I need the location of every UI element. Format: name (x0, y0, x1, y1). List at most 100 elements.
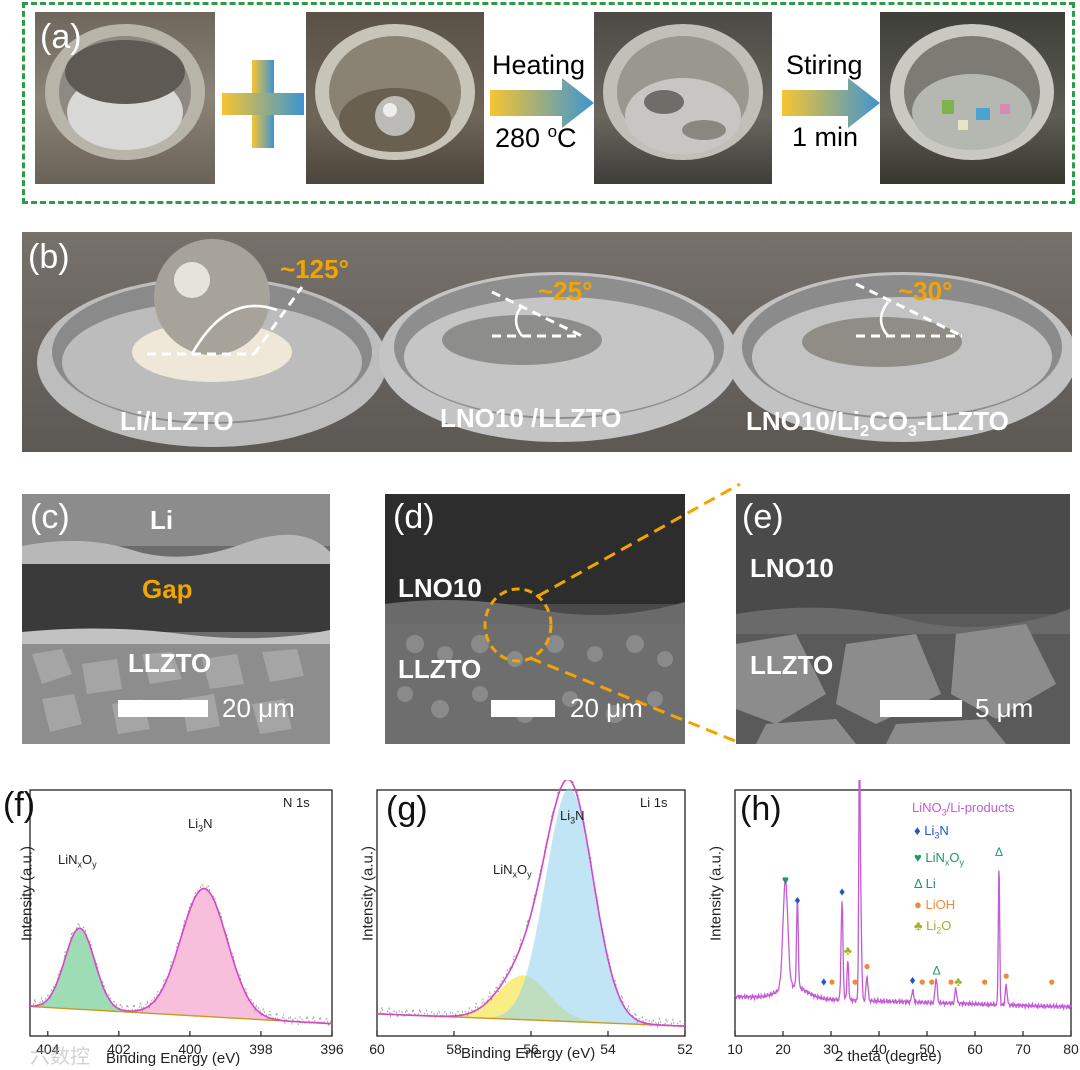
chart-g-peak2: Li3N (560, 808, 585, 826)
chart-g-peak2-post: N (575, 808, 585, 823)
photo-cup-4 (880, 12, 1065, 184)
legend-li3n-icon: ♦ (914, 823, 921, 838)
legend-linxoy-icon: ♥ (914, 849, 922, 865)
chart-g-xlabel: Binding Energy (eV) (461, 1045, 596, 1062)
legend-title-sub: 3 (941, 807, 947, 818)
watermark: 六数控 (30, 1046, 90, 1068)
chart-g: 60 58 56 54 52 (369, 780, 693, 1057)
panel-d-llzto: LLZTO (398, 654, 482, 684)
panel-b-photo (22, 232, 1072, 452)
chart-g-peak1: LiNxOy (493, 862, 532, 880)
legend-item-lioh: ● LiOH (914, 894, 964, 915)
x-tick-label: 60 (369, 1041, 385, 1057)
chart-f-peak2: Li3N (188, 816, 213, 834)
chart-h-ylabel: Intensity (a.u.) (707, 845, 725, 942)
x-tick-label: 40 (871, 1041, 887, 1057)
x-tick-label: 30 (823, 1041, 839, 1057)
chart-g-peak2-pre: Li (560, 808, 571, 823)
chart-f-peak2-sub: 3 (198, 823, 204, 834)
photo-cup-2 (306, 12, 484, 184)
stirring-arrow (782, 78, 880, 128)
chart-f-ticks: 404 402 400 398 396 (36, 1031, 344, 1057)
panel-e-lno10: LNO10 (750, 553, 834, 583)
chart-g-peak2-sub: 3 (570, 815, 576, 826)
stirring-time: 1 min (792, 122, 859, 152)
x-tick-label: 54 (600, 1041, 616, 1057)
sample-label-1: Li/LLZTO (120, 406, 234, 436)
chart-f-peak1: LiNxOy (58, 852, 97, 870)
chart-f-xlabel: Binding Energy (eV) (106, 1050, 241, 1067)
x-tick-label: 70 (1015, 1041, 1031, 1057)
x-tick-label: 20 (775, 1041, 791, 1057)
chart-h-legend: ♦ Li3N ♥ LiNxOy Δ Li ● LiOH ♣ Li2O (914, 820, 964, 942)
heating-temperature: 280 oC (495, 122, 577, 154)
legend-li3n-pre: Li (924, 823, 935, 838)
panel-h-label: (h) (740, 790, 782, 828)
panel-c-scale-bar (118, 700, 208, 717)
x-tick-label: 402 (107, 1041, 131, 1057)
x-tick-label: 396 (320, 1041, 344, 1057)
panel-d-scale-bar (491, 700, 555, 717)
panel-g-label: (g) (386, 790, 428, 828)
legend-linxoy-sub2: y (959, 857, 964, 868)
chart-h-xlabel: 2 theta (degree) (835, 1048, 942, 1065)
lioh-marker: ● (981, 975, 988, 989)
x-tick-label: 404 (36, 1041, 60, 1057)
heating-temperature-sup: o (547, 122, 558, 141)
stirring-label: Stiring (786, 50, 863, 80)
x-tick-label: 58 (446, 1041, 462, 1057)
legend-lioh-label: LiOH (925, 897, 956, 913)
chart-h-plot (734, 780, 1072, 1012)
sample3-mid: CO (869, 406, 909, 436)
sample-label-3: LNO10/Li2CO3-LLZTO (746, 406, 1009, 441)
panel-e-label: (e) (742, 498, 784, 536)
peak-linxoy-fill (30, 928, 332, 1024)
chart-f: 404 402 400 398 396 (29, 789, 344, 1057)
sample3-post: -LLZTO (916, 406, 1009, 436)
chart-g-peak1-pre: LiN (493, 862, 513, 877)
legend-li-label: Li (925, 876, 936, 892)
li3n-marker: ♦ (821, 975, 827, 989)
x-tick-label: 398 (249, 1041, 273, 1057)
sample3-sub2: 3 (908, 423, 917, 441)
chart-f-peak1-pre: LiN (58, 852, 78, 867)
panel-e-scale-label: 5 μm (975, 693, 1034, 723)
chart-g-plot (376, 780, 686, 1029)
chart-h-legend-title: LiNO3/Li-products (912, 800, 1015, 818)
panel-e-llzto: LLZTO (750, 650, 834, 680)
chart-h-frame (734, 789, 1072, 1037)
chart-h-ticks: 10 20 30 40 50 60 70 80 (727, 1031, 1079, 1057)
chart-g-corner: Li 1s (640, 795, 668, 810)
chart-f-peak1-o: O (82, 852, 93, 867)
heating-label: Heating (492, 50, 586, 80)
x-tick-label: 400 (178, 1041, 202, 1057)
x-tick-label: 60 (967, 1041, 983, 1057)
angle-label-3: ~30° (898, 276, 953, 306)
li-marker: Δ (933, 964, 941, 978)
li2o-marker: ♣ (844, 944, 852, 958)
chart-g-ylabel: Intensity (a.u.) (359, 845, 377, 942)
li-marker: Δ (995, 845, 1003, 859)
zoom-connector (483, 482, 741, 745)
legend-li-icon: Δ (914, 876, 922, 892)
plus-icon (222, 60, 304, 148)
li2o-marker: ♣ (954, 975, 962, 989)
chart-f-plot (29, 883, 333, 1027)
panel-c-label: (c) (30, 498, 70, 536)
angle-label-2: ~25° (538, 276, 593, 306)
lioh-marker: ● (928, 975, 935, 989)
legend-linxoy-pre: LiN (925, 849, 945, 865)
panel-d-scale-label: 20 μm (570, 693, 643, 723)
peak-li3n-fill (377, 788, 685, 1027)
legend-li2o-icon: ♣ (914, 918, 923, 934)
panel-e-scale-bar (880, 700, 962, 717)
linxoy-marker: ♥ (782, 873, 789, 887)
envelope-line (377, 780, 686, 1027)
sample3-pre: LNO10/Li (746, 406, 861, 436)
li3n-marker: ♦ (794, 893, 800, 907)
chart-f-peak1-y: y (92, 859, 97, 870)
legend-item-li: Δ Li (914, 873, 964, 894)
panel-c-li: Li (150, 505, 174, 535)
lioh-marker: ● (1048, 975, 1055, 989)
